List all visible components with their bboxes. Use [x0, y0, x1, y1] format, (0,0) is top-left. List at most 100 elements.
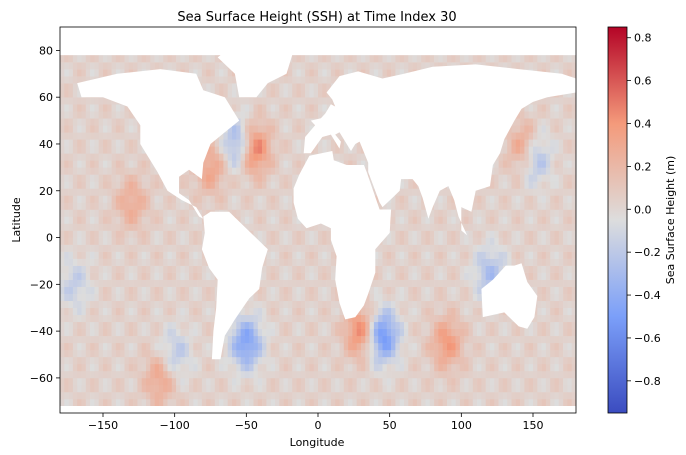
ssh-cell [468, 398, 474, 407]
ssh-cell [300, 398, 306, 407]
ssh-cell [275, 300, 280, 309]
ssh-cell [81, 111, 87, 119]
ssh-cell [201, 286, 207, 294]
ssh-cell [330, 398, 336, 407]
ssh-cell [266, 265, 271, 273]
ssh-cell [81, 307, 87, 316]
ssh-cell [361, 391, 366, 400]
ssh-cell [115, 398, 121, 407]
ssh-cell [219, 363, 224, 372]
ssh-cell [438, 356, 443, 365]
ssh-cell [90, 216, 95, 224]
ssh-cell [214, 139, 220, 147]
ssh-cell [330, 300, 336, 309]
ssh-cell [214, 153, 220, 161]
ssh-cell [236, 174, 241, 182]
ssh-cell [141, 384, 147, 393]
ssh-cell [103, 181, 108, 189]
ssh-cell [472, 356, 478, 365]
ssh-cell [137, 195, 142, 203]
ssh-cell [124, 398, 130, 407]
ssh-cell [412, 55, 418, 63]
ssh-cell [253, 349, 259, 358]
ssh-cell [404, 370, 409, 379]
ssh-cell [189, 342, 194, 351]
ssh-cell [266, 181, 271, 189]
ssh-cell [270, 286, 276, 294]
ssh-cell [68, 111, 74, 119]
ssh-cell [287, 391, 293, 400]
ssh-cell [90, 118, 95, 126]
ssh-cell [447, 356, 452, 365]
ssh-cell [266, 104, 271, 112]
ssh-cell [90, 251, 95, 259]
ssh-cell [373, 69, 379, 77]
ssh-cell [313, 62, 319, 70]
ssh-cell [472, 223, 478, 231]
ssh-cell [326, 237, 332, 245]
ssh-cell [120, 272, 125, 280]
ssh-cell [171, 202, 177, 210]
ssh-cell [111, 69, 117, 77]
ssh-cell [373, 363, 379, 372]
ssh-cell [232, 342, 237, 351]
ssh-cell [438, 384, 443, 393]
ssh-cell [98, 153, 104, 161]
ssh-cell [90, 265, 95, 273]
ssh-cell [111, 265, 117, 273]
ssh-cell [193, 356, 198, 365]
ssh-cell [154, 321, 160, 330]
ssh-cell [313, 97, 319, 105]
ssh-cell [189, 195, 194, 203]
ssh-cell [257, 181, 263, 189]
ssh-cell [240, 202, 246, 210]
ssh-cell [133, 342, 138, 351]
ssh-cell [404, 216, 409, 224]
ssh-cell [189, 356, 194, 365]
ssh-cell [404, 265, 409, 273]
ssh-cell [309, 62, 314, 70]
ssh-cell [442, 349, 448, 358]
ssh-cell [399, 307, 405, 316]
ssh-cell [72, 188, 78, 196]
ssh-cell [326, 97, 332, 105]
ssh-cell [141, 244, 147, 252]
ssh-cell [322, 391, 327, 400]
ssh-cell [464, 314, 469, 323]
ssh-cell [64, 69, 69, 77]
ssh-cell [287, 209, 293, 217]
ssh-cell [300, 118, 306, 126]
ssh-cell [120, 188, 125, 196]
ssh-cell [292, 76, 297, 84]
ssh-cell [154, 370, 160, 379]
ssh-cell [442, 216, 448, 224]
ssh-cell [309, 300, 314, 309]
ssh-cell [296, 321, 302, 330]
ssh-cell [124, 300, 130, 309]
ssh-cell [81, 223, 87, 231]
ssh-cell [442, 384, 448, 393]
ssh-cell [429, 377, 435, 386]
ssh-cell [72, 391, 78, 400]
ssh-cell [279, 181, 284, 189]
ssh-cell [184, 251, 190, 259]
ssh-cell [318, 342, 323, 351]
ssh-cell [485, 237, 491, 245]
ssh-cell [300, 104, 306, 112]
ssh-cell [244, 335, 250, 344]
ssh-cell [223, 69, 228, 77]
ssh-cell [206, 83, 211, 91]
ssh-cell [451, 300, 456, 309]
ssh-cell [404, 377, 409, 386]
ssh-cell [219, 160, 224, 168]
ssh-cell [292, 118, 297, 126]
ssh-cell [326, 55, 332, 63]
ssh-cell [167, 202, 173, 210]
ssh-cell [434, 300, 439, 309]
ssh-cell [180, 55, 185, 63]
ssh-cell [300, 146, 306, 154]
ssh-cell [128, 314, 134, 323]
ssh-cell [236, 342, 241, 351]
ssh-cell [412, 349, 418, 358]
ssh-cell [64, 398, 69, 407]
